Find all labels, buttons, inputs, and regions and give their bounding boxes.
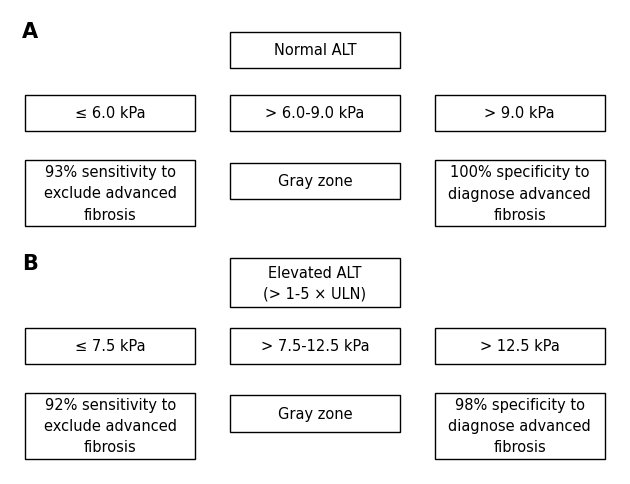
FancyBboxPatch shape [435, 161, 605, 227]
FancyBboxPatch shape [230, 396, 400, 432]
FancyBboxPatch shape [230, 164, 400, 199]
FancyBboxPatch shape [230, 33, 400, 69]
FancyBboxPatch shape [435, 328, 605, 364]
FancyBboxPatch shape [435, 393, 605, 459]
Text: Gray zone: Gray zone [278, 174, 352, 189]
Text: A: A [22, 21, 38, 42]
FancyBboxPatch shape [25, 328, 195, 364]
FancyBboxPatch shape [25, 96, 195, 132]
Text: 93% sensitivity to
exclude advanced
fibrosis: 93% sensitivity to exclude advanced fibr… [43, 165, 177, 222]
FancyBboxPatch shape [25, 393, 195, 459]
Text: > 6.0-9.0 kPa: > 6.0-9.0 kPa [265, 106, 365, 121]
Text: > 12.5 kPa: > 12.5 kPa [480, 339, 559, 353]
Text: 98% specificity to
diagnose advanced
fibrosis: 98% specificity to diagnose advanced fib… [449, 397, 591, 454]
Text: Normal ALT: Normal ALT [273, 44, 357, 58]
Text: ≤ 7.5 kPa: ≤ 7.5 kPa [75, 339, 146, 353]
Text: 92% sensitivity to
exclude advanced
fibrosis: 92% sensitivity to exclude advanced fibr… [43, 397, 177, 454]
FancyBboxPatch shape [230, 328, 400, 364]
Text: > 9.0 kPa: > 9.0 kPa [484, 106, 555, 121]
FancyBboxPatch shape [435, 96, 605, 132]
Text: ≤ 6.0 kPa: ≤ 6.0 kPa [75, 106, 146, 121]
Text: > 7.5-12.5 kPa: > 7.5-12.5 kPa [261, 339, 369, 353]
FancyBboxPatch shape [25, 161, 195, 227]
Text: B: B [22, 254, 38, 274]
Text: Elevated ALT
(> 1-5 × ULN): Elevated ALT (> 1-5 × ULN) [263, 266, 367, 301]
Text: 100% specificity to
diagnose advanced
fibrosis: 100% specificity to diagnose advanced fi… [449, 165, 591, 222]
Text: Gray zone: Gray zone [278, 407, 352, 421]
FancyBboxPatch shape [230, 96, 400, 132]
FancyBboxPatch shape [230, 259, 400, 307]
